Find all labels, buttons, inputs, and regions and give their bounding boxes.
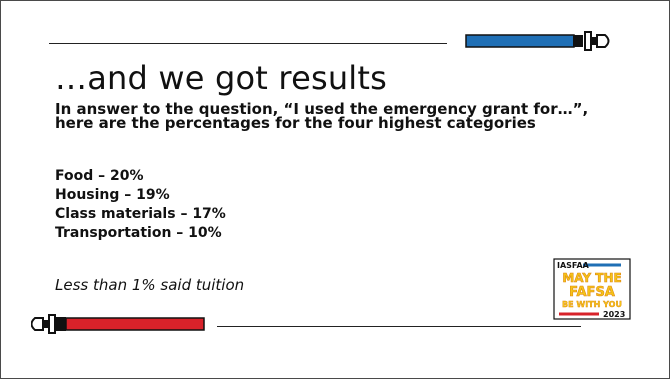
slide-title: …and we got results [55,59,388,97]
logo-year: 2023 [603,310,625,319]
logo-line-1: MAY THE [562,271,621,285]
may-the-fafsa-logo: IASFAA MAY THE FAFSA BE WITH YOU 2023 [553,258,631,320]
top-divider [49,43,447,44]
red-lightsaber-icon [31,314,205,334]
bottom-divider [217,326,581,327]
logo-org: IASFAA [557,261,590,270]
logo-line-3: BE WITH YOU [562,300,622,309]
tuition-note: Less than 1% said tuition [55,276,245,294]
stats-list: Food – 20% Housing – 19% Class materials… [55,167,226,243]
logo-line-2: FAFSA [569,285,615,300]
stat-class-materials: Class materials – 17% [55,206,226,222]
intro-line-1: In answer to the question, “I used the e… [55,100,589,118]
stat-housing: Housing – 19% [55,187,170,203]
intro-text: In answer to the question, “I used the e… [55,100,655,132]
stat-transportation: Transportation – 10% [55,225,222,241]
blue-lightsaber-icon [465,31,610,51]
intro-line-2: here are the percentages for the four hi… [55,114,536,132]
stat-food: Food – 20% [55,168,144,184]
